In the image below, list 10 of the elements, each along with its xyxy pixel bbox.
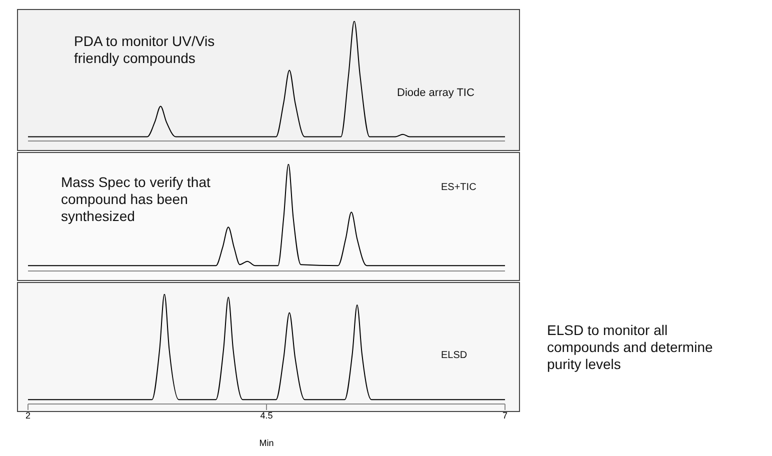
annotation: ES+TIC [441,182,478,194]
x-tick-label: 4.5 [260,410,273,420]
annotation: PDA to monitor UV/Vis friendly compounds [74,33,216,67]
x-axis-title: Min [259,438,274,448]
x-tick-label: 2 [25,410,31,420]
annotation: ELSD [441,350,468,362]
annotation: Diode array TIC [397,87,476,100]
annotation: Mass Spec to verify that compound has been synthesized [61,174,212,224]
x-tick-label: 7 [502,410,508,420]
text: ELSD to monitor all compounds and determine purity levels [547,322,714,372]
